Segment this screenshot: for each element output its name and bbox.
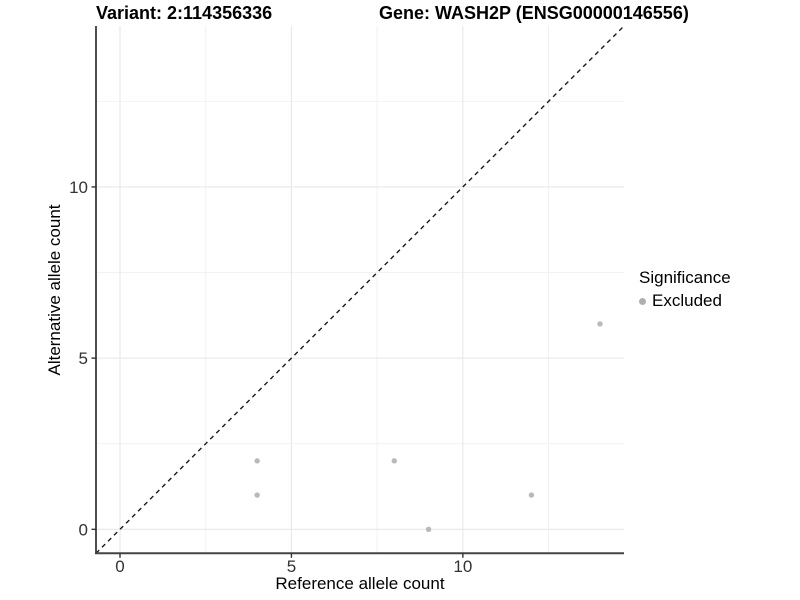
- data-point: [597, 321, 603, 327]
- legend-item-label: Excluded: [652, 291, 722, 310]
- variant-title: Variant: 2:114356336: [96, 3, 273, 23]
- data-point: [528, 492, 535, 498]
- data-point: [391, 458, 397, 464]
- legend-item-excluded: Excluded: [639, 291, 731, 311]
- x-tick-label: 0: [115, 557, 124, 576]
- x-tick-label: 10: [453, 557, 472, 576]
- y-tick-label: 0: [79, 520, 88, 539]
- data-point: [254, 458, 260, 464]
- legend-title: Significance: [639, 268, 731, 287]
- identity-dashed-line: [95, 25, 625, 554]
- x-tick-label: 5: [287, 557, 296, 576]
- data-point: [425, 526, 432, 533]
- y-tick-label: 10: [69, 178, 88, 197]
- excluded-point-icon: [639, 297, 646, 305]
- x-axis-title: Reference allele count: [275, 574, 445, 593]
- legend: Significance Excluded: [639, 268, 731, 311]
- y-axis-title: Alternative allele count: [45, 204, 64, 376]
- gene-title: Gene: WASH2P (ENSG00000146556): [379, 3, 689, 23]
- data-point: [254, 492, 260, 498]
- y-tick-label: 5: [79, 349, 88, 368]
